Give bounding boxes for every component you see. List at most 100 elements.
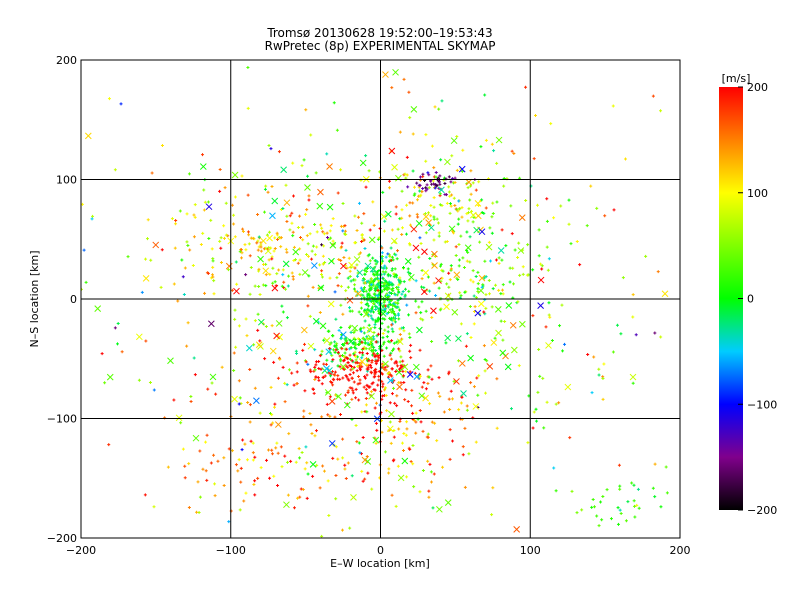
data-point xyxy=(412,185,416,189)
data-point xyxy=(358,358,366,365)
data-point xyxy=(306,472,310,476)
data-point xyxy=(418,392,426,400)
data-point xyxy=(500,258,504,262)
data-point xyxy=(531,268,535,272)
data-point xyxy=(461,256,465,260)
data-point xyxy=(380,257,384,261)
data-point xyxy=(460,169,464,173)
data-point xyxy=(457,258,461,262)
data-point xyxy=(665,491,669,495)
data-point xyxy=(394,205,398,209)
data-point xyxy=(367,323,371,327)
data-point xyxy=(466,186,470,190)
data-point xyxy=(374,441,378,445)
data-point xyxy=(408,349,412,353)
data-point xyxy=(447,271,451,275)
data-point xyxy=(386,252,390,256)
data-point xyxy=(281,365,285,369)
data-point xyxy=(363,286,367,290)
data-point xyxy=(240,174,244,178)
data-point xyxy=(426,381,430,385)
data-point xyxy=(420,285,424,289)
data-point xyxy=(659,335,663,339)
data-point xyxy=(290,211,294,215)
colorbar-tick-label: 0 xyxy=(747,293,754,306)
data-point xyxy=(472,385,476,389)
data-point xyxy=(377,268,381,272)
data-point xyxy=(339,331,347,338)
data-point xyxy=(432,281,436,285)
data-point xyxy=(205,203,213,211)
data-point xyxy=(521,265,525,269)
data-point xyxy=(463,290,467,294)
data-point xyxy=(401,326,405,330)
data-point xyxy=(137,378,141,382)
data-point xyxy=(408,214,412,218)
data-point xyxy=(372,310,376,314)
data-point xyxy=(405,155,409,159)
data-point xyxy=(348,526,352,530)
data-point xyxy=(363,338,367,342)
data-point xyxy=(458,360,466,367)
data-point xyxy=(445,193,449,197)
data-point xyxy=(299,236,303,240)
data-point xyxy=(476,393,480,397)
data-point xyxy=(258,411,262,415)
data-point xyxy=(389,302,393,306)
data-point xyxy=(298,214,302,218)
data-point xyxy=(237,458,241,462)
data-point xyxy=(328,440,336,447)
data-point xyxy=(348,386,352,390)
data-point xyxy=(540,267,544,271)
data-point xyxy=(384,368,388,372)
data-point xyxy=(537,228,541,232)
data-point xyxy=(325,152,329,156)
data-point xyxy=(248,403,252,407)
data-point xyxy=(454,245,458,249)
data-point xyxy=(363,281,367,285)
data-point xyxy=(318,263,322,267)
data-point xyxy=(266,190,270,194)
data-point xyxy=(337,328,341,332)
data-point xyxy=(370,282,374,286)
data-point xyxy=(193,373,197,377)
data-point xyxy=(347,256,351,260)
data-point xyxy=(448,202,452,206)
data-point xyxy=(82,248,86,252)
data-point xyxy=(346,389,350,393)
data-point xyxy=(547,257,551,261)
data-point xyxy=(272,249,276,253)
data-point xyxy=(414,279,418,283)
data-point xyxy=(383,219,387,223)
data-point xyxy=(356,364,360,368)
data-point xyxy=(264,324,268,328)
data-point xyxy=(321,262,325,266)
data-point xyxy=(469,184,473,188)
data-point xyxy=(488,292,492,296)
data-point xyxy=(246,106,250,110)
data-point xyxy=(394,212,398,216)
data-point xyxy=(461,453,465,457)
data-point xyxy=(427,186,431,190)
data-point xyxy=(376,237,380,241)
data-point xyxy=(210,247,214,251)
data-point xyxy=(340,528,344,532)
data-point xyxy=(398,130,402,134)
data-point xyxy=(316,202,324,210)
data-point xyxy=(367,253,371,257)
data-point xyxy=(383,264,387,268)
data-point xyxy=(484,138,488,142)
data-point xyxy=(397,474,405,482)
data-point xyxy=(313,223,317,227)
data-point xyxy=(373,323,377,327)
data-point xyxy=(275,441,279,445)
data-point xyxy=(280,284,284,288)
data-point xyxy=(369,366,373,370)
data-point xyxy=(152,505,156,509)
data-point xyxy=(356,269,364,277)
data-point xyxy=(419,311,423,315)
data-point xyxy=(247,242,251,246)
data-point xyxy=(269,385,273,389)
data-point xyxy=(450,154,454,158)
data-point xyxy=(336,364,340,368)
